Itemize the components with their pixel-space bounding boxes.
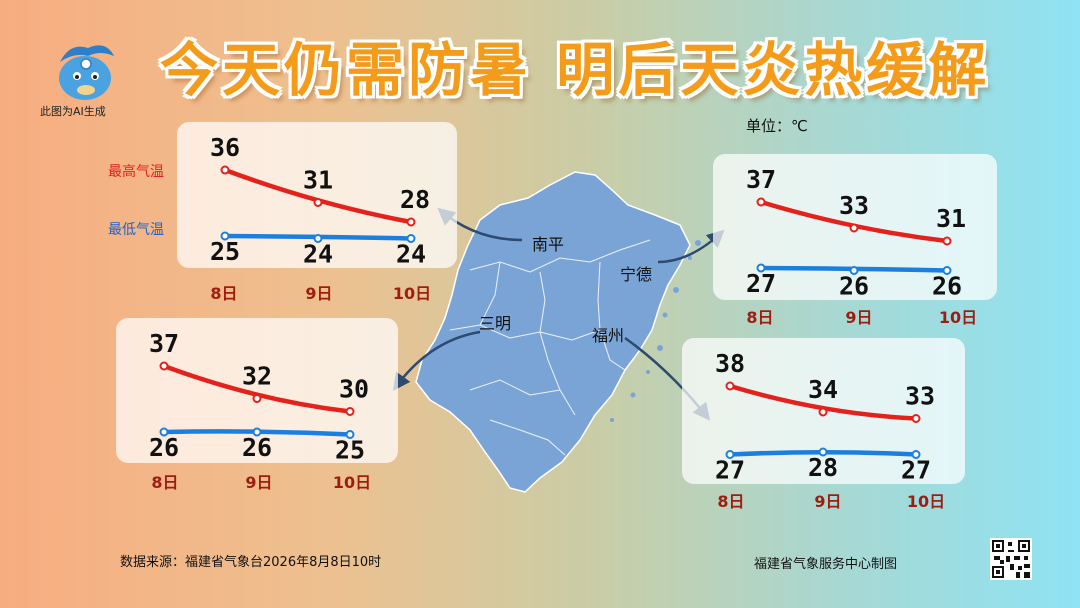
city-label-nanping: 南平 [532,235,565,254]
low-point [345,430,355,439]
low-value-label: 25 [335,436,365,465]
high-value-label: 31 [936,204,966,233]
card-nanping: 36 25 31 24 28 24 [177,122,457,269]
chart-nanping: 36 25 31 24 28 24 [210,133,430,269]
day-label: 9日 [845,308,873,327]
city-label-ningde: 宁德 [620,265,653,284]
high-value-label: 33 [905,382,935,411]
city-label-fuzhou: 福州 [592,326,625,345]
high-value-label: 28 [400,185,430,214]
day-label: 8日 [717,492,745,511]
ai-generated-note: 此图为AI生成 [40,105,106,118]
low-value-label: 24 [303,240,333,269]
high-point [159,361,169,371]
high-point [849,223,859,233]
high-point [942,236,952,246]
low-point [942,266,952,275]
day-label: 10日 [392,284,432,303]
islands [610,240,701,422]
low-value-label: 26 [242,433,272,462]
high-value-label: 31 [303,166,333,195]
mascot-icon [59,45,114,100]
high-point [756,197,766,207]
day-label: 8日 [746,308,774,327]
day-label: 10日 [332,473,372,492]
high-value-label: 33 [839,191,869,220]
day-label: 8日 [151,473,179,492]
arrow-sanming [392,330,481,391]
page-title: 今天仍需防暑 明后天炎热缓解 [160,36,991,104]
low-value-label: 27 [746,269,776,298]
high-value-label: 30 [339,375,369,404]
card-sanming: 37 26 32 26 30 25 [116,318,398,465]
day-label: 10日 [906,492,946,511]
high-value-label: 37 [149,329,179,358]
chart-sanming: 37 26 32 26 30 25 [149,329,369,465]
low-value-label: 27 [901,456,931,485]
low-value-label: 26 [149,433,179,462]
chart-fuzhou: 38 27 34 28 33 27 [715,349,935,485]
low-point [159,427,169,437]
day-label: 9日 [814,492,842,511]
low-value-label: 26 [932,272,962,301]
high-point [220,165,230,175]
low-value-label: 25 [210,237,240,266]
high-point [911,414,921,423]
low-point [252,427,262,437]
low-point [725,450,735,459]
legend-high: 最高气温 [108,164,164,180]
low-value-label: 28 [808,453,838,482]
low-point [220,231,230,241]
low-point [911,450,921,459]
card-ningde: 37 27 33 26 31 26 [713,154,997,301]
chart-ningde: 37 27 33 26 31 26 [746,165,966,301]
day-label: 8日 [210,284,238,303]
high-point [406,217,416,227]
low-value-label: 26 [839,272,869,301]
qr-code-icon [990,538,1032,580]
low-point [313,234,323,243]
day-label: 10日 [938,308,978,327]
producer-credit: 福建省气象服务中心制图 [754,557,898,572]
city-label-sanming: 三明 [479,314,512,333]
high-point [345,407,355,416]
high-value-label: 34 [808,375,838,404]
low-value-label: 24 [396,240,426,269]
high-point [818,407,828,417]
card-fuzhou: 38 27 34 28 33 27 [682,338,965,485]
region-borders [449,239,651,456]
high-value-label: 36 [210,133,240,162]
high-value-label: 38 [715,349,745,378]
legend-low: 最低气温 [108,222,164,238]
low-point [849,266,859,275]
low-point [818,447,828,457]
high-point [252,394,262,403]
low-value-label: 27 [715,456,745,485]
high-point [313,198,323,207]
day-label: 9日 [245,473,273,492]
high-point [725,381,735,391]
high-value-label: 32 [242,362,272,391]
data-source: 数据来源：福建省气象台2026年8月8日10时 [120,555,382,570]
low-point [756,263,766,273]
low-point [406,234,416,243]
high-value-label: 37 [746,165,776,194]
unit-label: 单位：℃ [746,117,808,135]
day-label: 9日 [305,284,333,303]
